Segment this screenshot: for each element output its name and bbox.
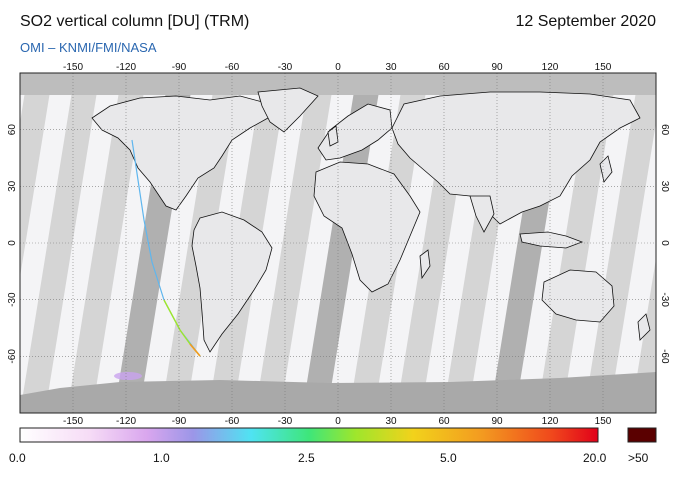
map-frame (19, 72, 657, 414)
lat-tick-label: 0 (659, 240, 670, 246)
greenland (257, 87, 319, 133)
lon-tick-label: 90 (491, 416, 503, 427)
orbit-swath (302, 73, 382, 413)
lon-tick-label: -30 (278, 416, 293, 427)
lon-tick-label: -90 (172, 62, 187, 73)
lon-tick-label: 30 (385, 62, 397, 73)
lon-tick-label: -30 (278, 62, 293, 73)
colorbar-label-2: 2.5 (298, 451, 315, 465)
lon-tick-label: 120 (542, 62, 559, 73)
graticule (20, 73, 656, 413)
south-america (191, 211, 273, 353)
colorbar (19, 427, 599, 443)
lon-tick-label: -120 (116, 416, 136, 427)
orbit-swath (255, 73, 335, 413)
madagascar (419, 249, 431, 280)
lat-tick-label: -30 (7, 292, 18, 307)
lon-ticks-bottom: -150 -120 -90 -60 -30 0 30 60 90 120 150 (63, 416, 612, 427)
lon-tick-label: 0 (335, 416, 341, 427)
lat-tick-label: 60 (7, 124, 18, 136)
orbit-swath (20, 73, 53, 277)
new-zealand (637, 313, 651, 341)
arctic-nodata (20, 73, 656, 95)
australia (541, 269, 615, 323)
lat-ticks-right: 60 30 0 -30 -60 (659, 124, 670, 364)
colorbar-overflow-label: >50 (628, 451, 649, 465)
lat-tick-label: -30 (659, 292, 670, 307)
india (469, 195, 495, 233)
africa (313, 161, 421, 293)
colorbar-label-4: 20.0 (583, 451, 607, 465)
orbit-swath (0, 73, 6, 413)
lat-tick-label: 30 (659, 181, 670, 193)
data-credit: OMI – KNMI/FMI/NASA (20, 40, 157, 55)
indonesia (519, 231, 584, 249)
colorbar-label-1: 1.0 (153, 451, 170, 465)
so2-patch (114, 372, 142, 380)
lat-tick-label: 0 (7, 240, 18, 246)
coastlines (91, 87, 651, 353)
lon-tick-label: -150 (63, 416, 83, 427)
map-date: 12 September 2020 (515, 13, 656, 30)
lon-tick-label: -60 (225, 416, 240, 427)
asia (391, 91, 641, 225)
lon-tick-label: -150 (63, 62, 83, 73)
lon-ticks-top: -150 -120 -90 -60 -30 0 30 60 90 120 150 (63, 62, 612, 73)
map-title: SO2 vertical column [DU] (TRM) (20, 13, 250, 30)
lat-tick-label: 30 (7, 180, 18, 192)
lon-tick-label: 120 (542, 416, 559, 427)
lon-tick-label: -120 (116, 62, 136, 73)
lon-tick-label: -60 (225, 62, 240, 73)
lon-tick-label: 60 (438, 416, 450, 427)
lon-tick-label: 150 (595, 62, 612, 73)
lon-tick-label: 0 (335, 62, 341, 73)
so2-trace-orange (189, 343, 201, 357)
colorbar-label-0: 0.0 (9, 451, 26, 465)
lat-tick-label: -60 (659, 349, 670, 364)
lat-ticks-left: 60 30 0 -30 -60 (7, 124, 18, 364)
lon-tick-label: 60 (438, 62, 450, 73)
colorbar-label-3: 5.0 (440, 451, 457, 465)
lat-tick-label: 60 (659, 124, 670, 136)
lon-tick-label: -90 (172, 416, 187, 427)
lon-tick-label: 90 (491, 62, 503, 73)
lon-tick-label: 30 (385, 416, 397, 427)
lat-tick-label: -60 (7, 349, 18, 364)
colorbar-overflow (627, 427, 657, 443)
lon-tick-label: 150 (595, 416, 612, 427)
orbit-swath (20, 73, 100, 413)
